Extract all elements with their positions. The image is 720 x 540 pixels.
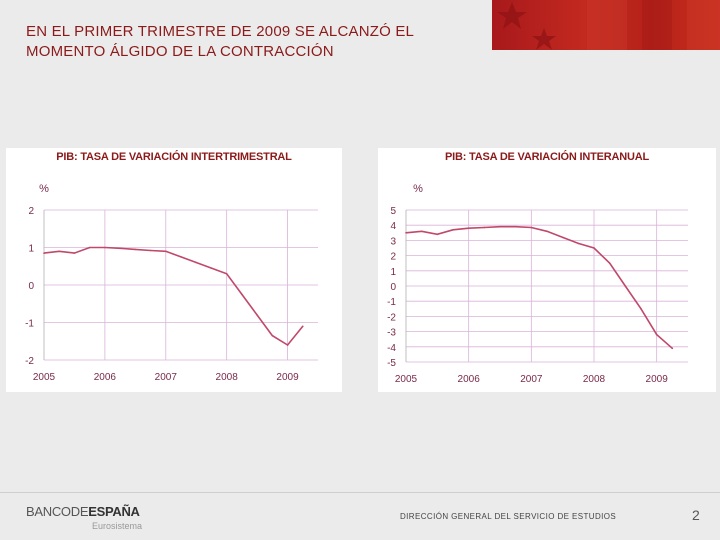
data-point [671,347,674,350]
series-line [405,225,673,349]
data-point [149,249,152,252]
data-point [436,233,439,236]
page-number: 2 [692,507,700,523]
data-point [58,250,61,253]
y-tick-label: 2 [28,206,34,217]
data-point [561,236,564,239]
data-point [271,334,274,337]
y-tick-label: -2 [387,312,396,323]
y-tick-label: 4 [390,221,396,232]
data-point [405,232,407,234]
data-point [452,228,454,231]
data-point [514,225,517,228]
data-point [467,227,470,230]
y-tick-label: -4 [387,343,396,354]
x-tick-label: 2005 [33,372,56,383]
data-point [530,226,533,229]
chart-quarterly: 2 1 0 -1 -2 2005 2006 2007 2008 2009% [25,183,318,383]
bank-logo: BANCODEESPAÑA [26,504,140,519]
footer-department: DIRECCIÓN GENERAL DEL SERVICIO DE ESTUDI… [400,512,617,521]
x-tick-label: 2007 [155,372,178,383]
data-point [88,246,91,249]
y-tick-label: -5 [387,358,396,369]
y-tick-label: -1 [387,297,396,308]
data-point [608,262,611,264]
footer-divider [0,492,720,493]
slide-title: EN EL PRIMER TRIMESTRE DE 2009 SE ALCANZ… [26,22,466,62]
y-tick-label: 2 [390,252,396,263]
data-point [43,252,45,254]
slide-title-line-2: MOMENTO ÁLGIDO DE LA CONTRACCIÓN [26,43,334,60]
y-tick-label: -3 [387,328,396,339]
x-tick-label: 2006 [458,374,481,385]
y-tick-label: 0 [390,282,396,293]
chart-annual: 5 4 3 2 1 0 -1 -2 -3 -4 -5 2005 2006 2007 2008 2009% [387,183,688,385]
x-tick-label: 2009 [646,374,669,385]
y-tick-label: -2 [25,356,34,367]
x-tick-label: 2007 [520,374,543,385]
y-axis-unit: % [39,183,49,195]
x-tick-label: 2008 [216,372,239,383]
logo-part-2: ESPAÑA [88,504,140,519]
data-point [119,247,121,250]
data-point [256,314,258,316]
y-axis-unit: % [413,183,423,195]
data-point [210,267,213,269]
series-line [43,246,304,347]
x-tick-label: 2008 [583,374,606,385]
slide-title-line-1: EN EL PRIMER TRIMESTRE DE 2009 SE ALCANZ… [26,23,415,40]
decorative-banner [492,0,720,50]
data-point [164,250,167,253]
data-point [241,293,243,296]
data-point [577,242,580,245]
data-point [593,247,595,249]
logo-part-1: BANCODE [26,504,89,519]
data-point [655,333,658,336]
data-point [225,272,228,275]
chart-title-annual: PIB: TASA DE VARIACIÓN INTERANUAL [444,151,650,163]
x-tick-label: 2005 [395,374,418,385]
x-tick-label: 2009 [276,372,299,383]
data-point [420,230,423,233]
logo-subtitle: Eurosistema [92,521,143,531]
star-pattern-icon [497,0,720,50]
data-point [286,344,289,346]
data-point [134,248,137,251]
data-point [499,225,501,228]
data-point [195,261,198,264]
data-point [301,325,304,328]
y-tick-label: 1 [28,244,34,255]
x-tick-label: 2006 [94,372,117,383]
y-tick-label: -1 [25,319,34,330]
y-tick-label: 5 [390,206,396,217]
data-point [483,226,486,229]
data-point [180,256,182,258]
data-point [104,246,106,249]
data-point [640,308,642,310]
data-point [546,230,548,233]
y-tick-label: 3 [390,236,396,247]
y-tick-label: 0 [28,281,34,292]
data-point [73,252,76,254]
chart-title-quarterly: PIB: TASA DE VARIACIÓN INTERTRIMESTRAL [56,151,292,163]
data-point [624,285,627,287]
chart-panel-annual: PIB: TASA DE VARIACIÓN INTERANUAL 5 4 3 2 1 0… [378,148,716,392]
y-tick-label: 1 [390,267,396,278]
chart-panel-quarterly: PIB: TASA DE VARIACIÓN INTERTRIMESTRAL 2… [6,148,342,392]
